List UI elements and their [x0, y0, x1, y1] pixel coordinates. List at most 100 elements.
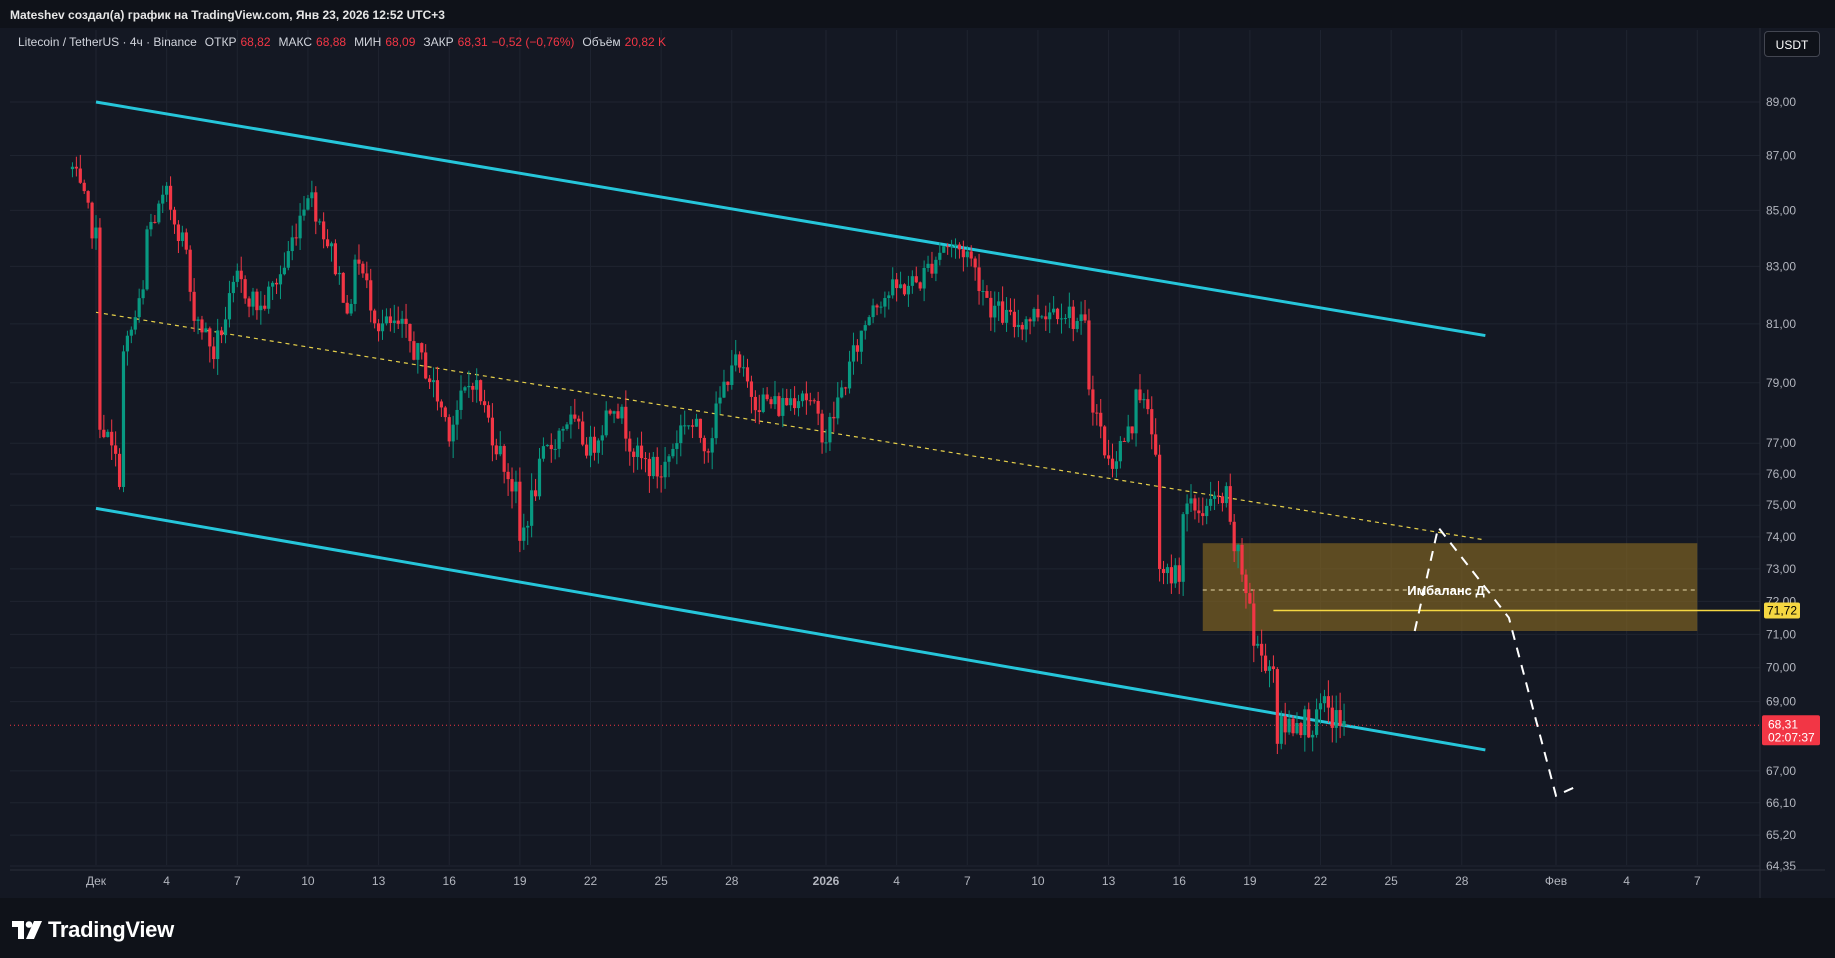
price-chart[interactable]: 89,00 87,00 85,00 83,00 81,00 79,00 77,00 76,00…	[0, 0, 1835, 898]
candle-body	[1024, 319, 1028, 330]
candle-body	[141, 289, 145, 299]
candle-body	[1303, 709, 1307, 736]
candle-body	[526, 525, 530, 528]
candle-body	[435, 380, 440, 402]
candle-body	[479, 380, 483, 402]
candle-body	[545, 444, 549, 447]
imbalance-label: Имбаланс Д	[1407, 583, 1485, 598]
candle-body	[455, 409, 459, 425]
current-price-badge	[1762, 715, 1820, 746]
candle-body	[1044, 316, 1048, 320]
x-tick-label: 2026	[813, 874, 840, 888]
x-tick-label: 16	[443, 874, 457, 888]
candle-body	[993, 305, 997, 318]
candle-body	[502, 445, 506, 472]
candle-body	[687, 425, 691, 427]
candle-body	[1103, 426, 1107, 456]
candle-body	[475, 380, 479, 390]
x-tick-label: Дек	[86, 874, 107, 888]
candle-body	[506, 471, 510, 480]
candle-body	[1314, 709, 1319, 735]
candle-body	[1130, 426, 1134, 434]
candle-body	[1106, 455, 1111, 459]
candle-body	[78, 168, 82, 183]
y-tick-label: 87,00	[1766, 149, 1796, 163]
candle-body	[887, 295, 891, 299]
candle-body	[942, 246, 946, 253]
tradingview-logo[interactable]: TradingView	[12, 917, 174, 943]
x-tick-label: 13	[1102, 874, 1116, 888]
candle-body	[1150, 409, 1154, 435]
symbol-legend[interactable]: Litecoin / TetherUS · 4ч · Binance ОТКР …	[18, 35, 666, 49]
candle-body	[1154, 434, 1158, 455]
candle-body	[1212, 495, 1217, 499]
candle-body	[537, 458, 542, 497]
candle-body	[1040, 316, 1044, 318]
candle-body	[844, 387, 848, 389]
candle-body	[612, 411, 616, 414]
candle-body	[1181, 514, 1185, 582]
candle-body	[883, 298, 887, 307]
x-tick-label: 7	[964, 874, 971, 888]
candle-body	[70, 166, 75, 170]
candle-body	[369, 280, 373, 311]
candle-body	[1193, 498, 1197, 511]
candle-body	[349, 303, 353, 314]
candle-body	[137, 298, 141, 318]
candle-body	[514, 481, 518, 492]
candle-body	[278, 274, 283, 285]
candle-body	[522, 527, 526, 541]
candle-body	[738, 354, 742, 368]
candle-body	[219, 330, 224, 336]
x-tick-label: 4	[163, 874, 170, 888]
y-tick-label: 75,00	[1766, 498, 1796, 512]
y-tick-label: 77,00	[1766, 436, 1796, 450]
candle-body	[1067, 306, 1071, 319]
candle-body	[824, 442, 828, 444]
candle-body	[632, 451, 636, 457]
candle-body	[129, 329, 133, 336]
candle-body	[722, 381, 726, 398]
countdown-label: 02:07:37	[1768, 730, 1815, 744]
candle-body	[1248, 593, 1252, 604]
candle-body	[796, 401, 801, 409]
channel-upper-line	[95, 100, 1486, 338]
candle-body	[1224, 486, 1228, 504]
candle-body	[1099, 412, 1103, 427]
high-value: 68,88	[316, 35, 347, 49]
candle-body	[651, 456, 655, 477]
candle-body	[1012, 311, 1016, 328]
candle-body	[196, 319, 200, 321]
x-tick-label: 28	[725, 874, 739, 888]
candle-body	[561, 428, 565, 431]
candle-body	[365, 273, 369, 281]
candle-body	[388, 316, 392, 324]
candle-body	[420, 343, 424, 353]
symbol-name[interactable]: Litecoin / TetherUS · 4ч · Binance	[18, 35, 197, 49]
candle-body	[90, 202, 94, 239]
y-tick-label: 66,10	[1766, 796, 1796, 810]
candle-body	[1342, 721, 1346, 726]
candle-body	[1240, 544, 1244, 575]
candle-body	[329, 243, 334, 247]
x-tick-label: 7	[234, 874, 241, 888]
candle-body	[1256, 643, 1260, 646]
currency-button[interactable]: USDT	[1764, 31, 1820, 57]
candle-body	[910, 276, 914, 286]
candle-body	[510, 479, 514, 492]
candle-body	[895, 279, 899, 289]
candle-body	[541, 446, 546, 459]
candle-body	[1228, 486, 1232, 522]
x-tick-label: Фев	[1545, 874, 1567, 888]
candle-body	[922, 267, 926, 289]
candle-body	[675, 443, 679, 449]
candle-body	[847, 361, 852, 389]
candle-body	[804, 393, 808, 401]
y-tick-label: 67,00	[1766, 764, 1796, 778]
low-value: 68,09	[385, 35, 416, 49]
candle-body	[1205, 505, 1209, 517]
candle-body	[1326, 696, 1330, 708]
candle-body	[671, 448, 675, 457]
candle-body	[930, 263, 934, 274]
candle-body	[486, 405, 491, 418]
